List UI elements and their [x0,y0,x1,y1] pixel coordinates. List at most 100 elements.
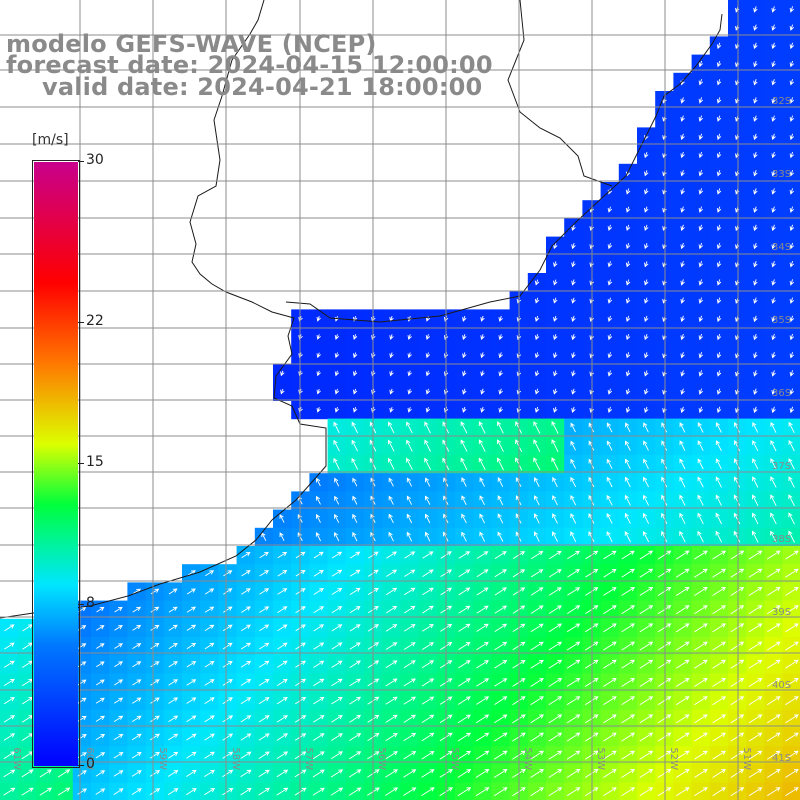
wind-arrow [534,476,540,488]
wind-arrow [570,531,577,543]
wind-arrow [425,477,431,487]
wind-arrow [480,352,485,359]
wind-arrow [403,642,416,650]
wind-arrow [730,623,745,633]
wind-arrow [479,531,486,542]
wind-arrow [753,279,758,286]
wind-arrow [657,769,672,778]
wind-arrow [403,769,417,778]
wind-arrow [534,297,540,304]
wind-arrow [204,642,215,650]
wind-arrow [478,439,486,452]
wind-arrow [603,714,617,724]
wind-arrow [716,206,722,213]
wind-arrow [406,531,413,542]
wind-arrow [424,495,431,505]
wind-arrow [753,406,758,414]
wind-arrow [258,660,270,668]
wind-arrow [657,732,672,742]
wind-arrow [788,512,795,525]
wind-arrow [534,334,540,341]
wind-arrow [313,696,325,705]
wind-arrow [785,732,799,742]
wind-arrow [675,605,690,615]
wind-arrow [680,333,685,341]
wind-arrow [312,751,325,760]
wind-arrow [186,751,197,759]
wind-arrow [3,660,15,668]
wind-arrow [553,370,558,377]
wind-arrow [716,242,722,250]
wind-arrow [675,787,690,797]
wind-arrow [566,714,581,724]
wind-arrow [385,696,398,705]
wind-arrow [621,568,635,578]
wind-arrow [657,623,672,633]
wind-arrow [533,495,540,506]
wind-arrow [788,530,795,543]
wind-arrow [661,512,668,525]
wind-arrow [331,733,343,741]
wind-arrow [621,586,635,596]
wind-arrow [639,605,654,615]
wind-arrow [680,170,685,177]
wind-arrow [132,643,142,649]
wind-arrow [406,495,413,505]
wind-arrow [425,334,431,340]
longitude-label: 53W [595,747,606,770]
wind-arrow [334,513,340,523]
wind-arrow [730,659,745,669]
wind-arrow [657,641,672,651]
wind-arrow [697,458,704,470]
wind-arrow [349,587,361,595]
wind-arrow [316,388,321,395]
wind-arrow [480,370,485,377]
wind-arrow [313,624,325,632]
wind-arrow [132,624,142,631]
wind-arrow [716,151,722,159]
wind-arrow [716,279,722,286]
wind-arrow [457,678,471,687]
wind-arrow [406,421,413,434]
wind-arrow [258,697,270,705]
wind-arrow [3,733,16,741]
wind-arrow [571,242,576,250]
wind-arrow [349,551,361,559]
wind-arrow [533,513,540,524]
wind-arrow [168,679,178,686]
wind-arrow [533,457,541,471]
wind-arrow [603,787,617,797]
wind-arrow [386,569,398,577]
wind-arrow [603,587,617,596]
wind-arrow [476,551,489,559]
wind-arrow [404,587,416,596]
wind-arrow [603,769,617,778]
wind-arrow [730,605,745,615]
wind-arrow [349,606,361,614]
wind-arrow [498,334,503,341]
wind-arrow [789,188,795,195]
wind-arrow [785,750,799,760]
wind-arrow [478,421,486,434]
wind-arrow [168,624,178,631]
wind-arrow [530,587,544,596]
wind-arrow [753,79,758,86]
wind-arrow [789,97,795,104]
wind-arrow [475,714,490,724]
wind-arrow [566,732,581,742]
wind-arrow [458,569,471,578]
wind-arrow [785,787,799,797]
wind-arrow [533,421,541,434]
wind-arrow [168,588,178,595]
wind-arrow [712,659,726,669]
wind-arrow [549,569,562,578]
wind-arrow [425,388,431,395]
latitude-label: 38S [772,534,791,545]
wind-arrow [458,605,471,614]
wind-arrow [462,388,467,395]
wind-arrow [548,787,563,797]
wind-arrow [205,570,215,577]
wind-arrow [748,769,763,778]
wind-arrow [280,370,285,377]
wind-arrow [497,421,504,434]
